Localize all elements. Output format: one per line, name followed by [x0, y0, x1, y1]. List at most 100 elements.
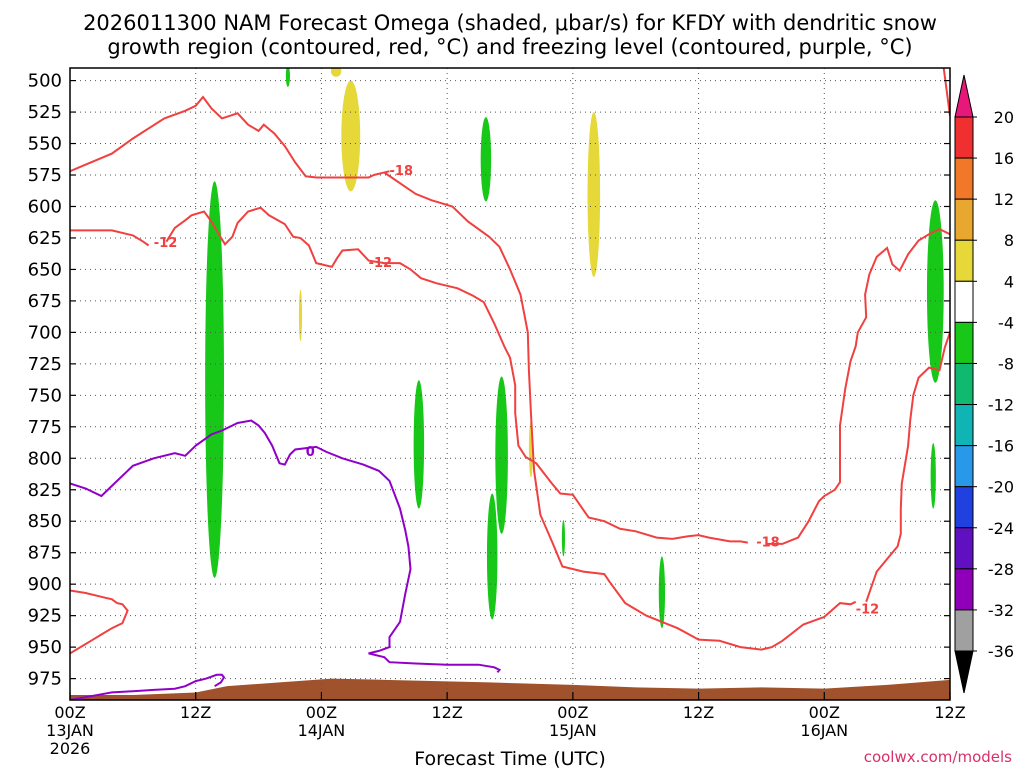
- omega-shade-blob-4: [480, 117, 492, 202]
- y-axis: 500 525 550 575 600 625 650 675 700 725 750 775 800 8…: [28, 71, 950, 690]
- colorbar-swatch-5: [954, 321, 974, 364]
- colorbar-swatch-8: [954, 445, 974, 488]
- y-tick-label-750: 750: [28, 385, 62, 406]
- omega-shade-blob-6: [561, 519, 566, 557]
- contour-line-1: [942, 68, 950, 116]
- y-tick-label-850: 850: [28, 511, 62, 532]
- y-tick-label-825: 825: [28, 480, 62, 501]
- omega-colorbar: 20 16 12 8 4 -4 -8 -12 -16 -20 -24 -28 -32 -36: [954, 74, 1014, 694]
- colorbar-swatch-11: [954, 568, 974, 611]
- contour-line-4: [766, 227, 950, 545]
- omega-shade-blob-9: [285, 68, 290, 87]
- x-tick-label-60-0: 12Z: [683, 703, 714, 722]
- y-tick-label-700: 700: [28, 322, 62, 343]
- site-credit: coolwx.com/models: [864, 748, 1012, 766]
- y-tick-label-625: 625: [28, 228, 62, 249]
- y-tick-label-725: 725: [28, 354, 62, 375]
- colorbar-label-2: 12: [994, 190, 1014, 209]
- omega-shade-blob-3: [413, 380, 425, 509]
- contour-line-5: [70, 589, 129, 655]
- colorbar-top-arrow: [954, 74, 974, 118]
- y-tick-label-800: 800: [28, 448, 62, 469]
- colorbar-swatch-1: [954, 157, 974, 200]
- colorbar-label-5: -4: [998, 313, 1014, 332]
- x-axis-label: Forecast Time (UTC): [414, 748, 605, 768]
- colorbar-swatch-0: [954, 116, 974, 159]
- y-tick-label-600: 600: [28, 196, 62, 217]
- contour-label-2: -12: [154, 236, 178, 251]
- y-tick-label-525: 525: [28, 102, 62, 123]
- omega-shade-blob-8: [930, 443, 936, 509]
- colorbar-swatch-3: [954, 239, 974, 282]
- omega-shade-blob-10: [341, 80, 361, 192]
- x-tick-label-0-0: 00Z: [54, 703, 85, 722]
- colorbar-swatch-2: [954, 198, 974, 241]
- y-tick-label-775: 775: [28, 417, 62, 438]
- colorbar-swatch-6: [954, 362, 974, 406]
- y-tick-label-675: 675: [28, 291, 62, 312]
- contour-line-8: [70, 419, 502, 673]
- y-tick-label-975: 975: [28, 669, 62, 690]
- y-tick-label-575: 575: [28, 165, 62, 186]
- colorbar-swatch-10: [954, 527, 974, 570]
- chart-title-line-1: 2026011300 NAM Forecast Omega (shaded, μ…: [83, 11, 937, 35]
- contour-line-2: [70, 229, 150, 247]
- colorbar-label-10: -24: [988, 519, 1014, 538]
- colorbar-label-3: 8: [1004, 231, 1014, 250]
- x-tick-label-24-1: 14JAN: [298, 721, 346, 740]
- x-tick-label-24-0: 00Z: [306, 703, 337, 722]
- contour-line-9: [70, 673, 226, 700]
- omega-shade-blob-0: [205, 181, 224, 578]
- y-tick-label-550: 550: [28, 134, 62, 155]
- omega-shade-blob-1: [495, 376, 508, 534]
- x-tick-label-0-2: 2026: [50, 739, 91, 758]
- plot-frame: [69, 67, 951, 701]
- x-tick-label-48-1: 15JAN: [549, 721, 597, 740]
- colorbar-swatch-4: [954, 280, 974, 323]
- omega-shade-blob-11: [330, 68, 342, 77]
- x-tick-label-0-1: 13JAN: [46, 721, 94, 740]
- omega-shade-blob-13: [298, 289, 303, 342]
- y-tick-label-650: 650: [28, 259, 62, 280]
- contour-label-8: 0: [306, 445, 315, 460]
- x-tick-label-12-0: 12Z: [180, 703, 211, 722]
- contour-label-0: -18: [390, 164, 414, 179]
- omega-shade-blob-7: [926, 200, 944, 383]
- colorbar-swatch-9: [954, 486, 974, 529]
- omega-shade-blob-5: [658, 556, 666, 629]
- x-tick-label-84-0: 12Z: [934, 703, 965, 722]
- colorbar-label-4: 4: [1004, 272, 1014, 291]
- colorbar-label-7: -12: [988, 396, 1014, 415]
- colorbar-label-8: -16: [988, 437, 1014, 456]
- colorbar-label-6: -8: [998, 354, 1014, 373]
- omega-shade-blob-2: [486, 493, 498, 620]
- colorbar-label-1: 16: [994, 149, 1014, 168]
- x-tick-label-72-1: 16JAN: [800, 721, 848, 740]
- y-tick-label-950: 950: [28, 637, 62, 658]
- x-tick-label-36-0: 12Z: [431, 703, 462, 722]
- chart-title-line-2: growth region (contoured, red, °C) and f…: [107, 35, 912, 59]
- y-tick-label-500: 500: [28, 71, 62, 92]
- x-tick-label-48-0: 00Z: [557, 703, 588, 722]
- colorbar-label-12: -32: [988, 601, 1014, 620]
- colorbar-label-0: 20: [994, 108, 1014, 127]
- x-tick-label-72-0: 00Z: [809, 703, 840, 722]
- contour-label-5: -12: [856, 602, 880, 617]
- colorbar-label-11: -28: [988, 560, 1014, 579]
- y-tick-label-875: 875: [28, 543, 62, 564]
- contour-label-3: -12: [369, 256, 393, 271]
- colorbar-swatch-12: [954, 609, 974, 652]
- terrain-surface: [70, 678, 950, 700]
- y-tick-label-925: 925: [28, 606, 62, 627]
- contour-label-4: -18: [756, 536, 780, 551]
- colorbar-label-9: -20: [988, 478, 1014, 497]
- contour-line-3: [165, 206, 748, 544]
- y-tick-label-900: 900: [28, 574, 62, 595]
- colorbar-bottom-arrow: [954, 650, 974, 694]
- plot-inner: -18 -12 -12 -18 -12 0: [70, 68, 950, 700]
- colorbar-swatch-7: [954, 404, 974, 447]
- contour-line-7: [865, 329, 950, 603]
- plot-area: -18 -12 -12 -18 -12 0: [69, 67, 951, 701]
